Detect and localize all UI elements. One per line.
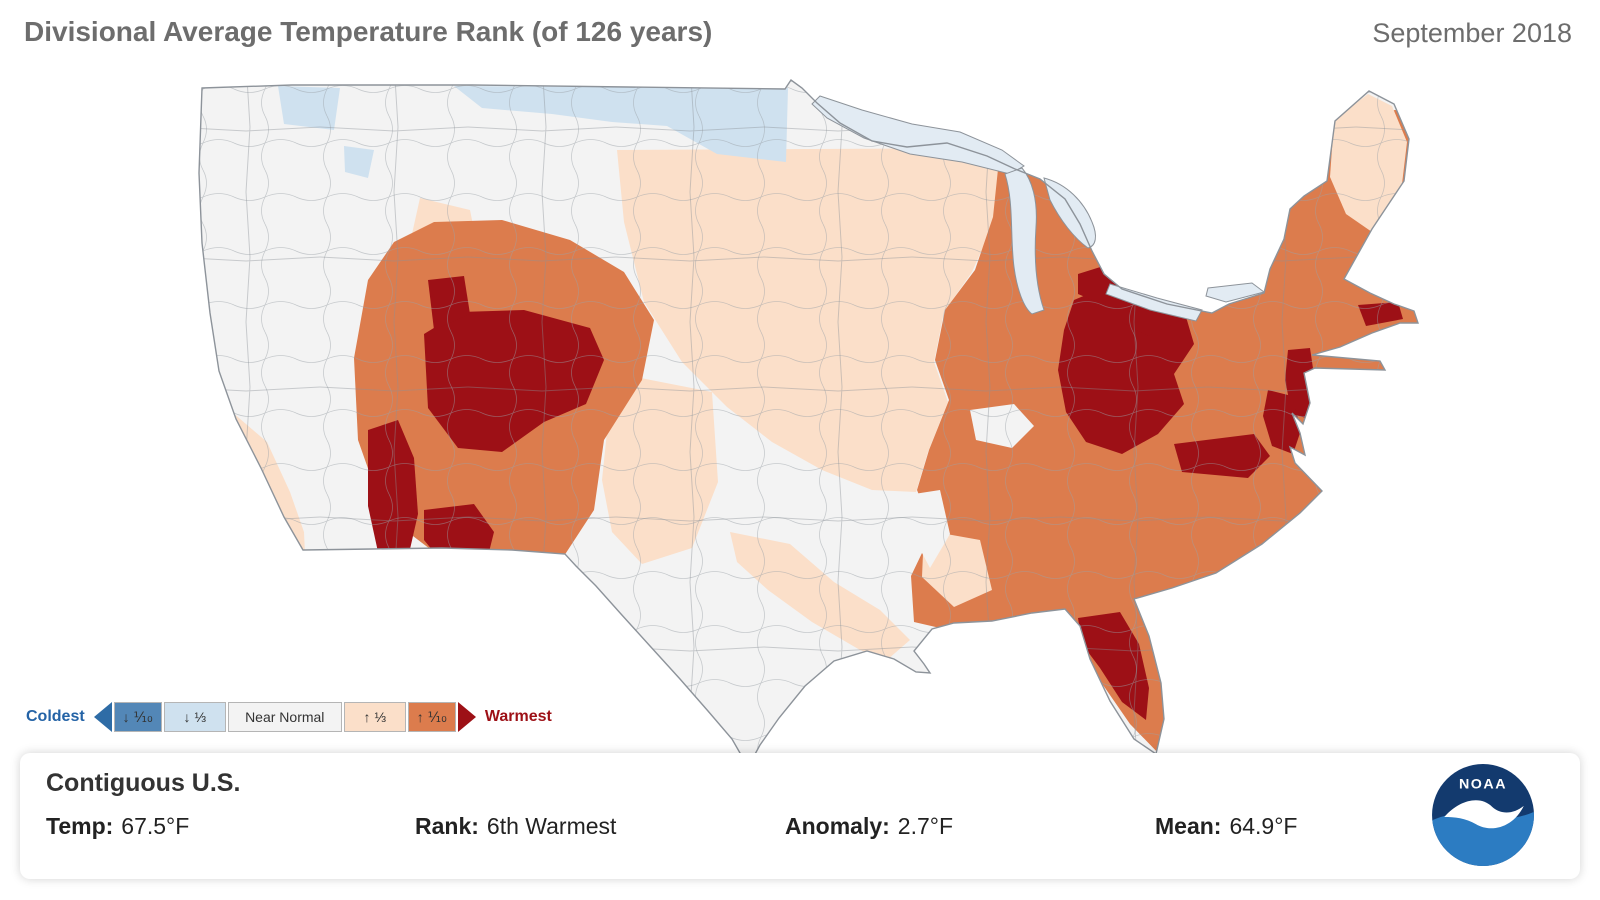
- lake-erie: [1105, 283, 1203, 322]
- stat-temp-value: 67.5°F: [121, 813, 190, 839]
- region-title: Contiguous U.S.: [46, 769, 241, 797]
- stat-temp: Temp: 67.5°F: [46, 813, 189, 840]
- legend-coldest-label: Coldest: [26, 708, 85, 725]
- coldest-arrow-shape: [93, 702, 112, 732]
- coldest-arrow-icon: [93, 702, 112, 732]
- stat-rank: Rank: 6th Warmest: [415, 813, 616, 840]
- noaa-logo-sea: [1432, 810, 1534, 866]
- us-outline: [198, 79, 1419, 762]
- stat-mean-value: 64.9°F: [1229, 813, 1298, 839]
- legend-swatch-warm-third: ↑ ⅓: [343, 702, 406, 732]
- legend-swatch-cold-tenth: ↓ ⅒: [113, 702, 162, 732]
- warmest-arrow-icon: [457, 702, 476, 732]
- us-map-svg: [198, 79, 1419, 762]
- great-lakes: [811, 95, 1266, 322]
- period-label: September 2018: [1372, 18, 1572, 48]
- us-divisional-map: [172, 62, 1442, 762]
- noaa-logo-gull-icon: [1444, 800, 1524, 829]
- region-shape: [1188, 248, 1250, 286]
- noaa-logo: NOAA: [1432, 764, 1534, 866]
- stat-mean-label: Mean:: [1155, 813, 1222, 839]
- stat-anomaly-value: 2.7°F: [897, 813, 954, 839]
- stat-rank-value: 6th Warmest: [486, 813, 617, 839]
- lake-michigan: [1004, 167, 1045, 315]
- stat-anomaly-label: Anomaly:: [785, 813, 890, 839]
- stat-rank-label: Rank:: [415, 813, 479, 839]
- stat-mean: Mean: 64.9°F: [1155, 813, 1297, 840]
- legend: Coldest ↓ ⅒ ↓ ⅓ Near Normal ↑ ⅓ ↑ ⅒ Warm…: [26, 700, 552, 734]
- stat-temp-label: Temp:: [46, 813, 114, 839]
- stat-anomaly: Anomaly: 2.7°F: [785, 813, 953, 840]
- page-title: Divisional Average Temperature Rank (of …: [24, 16, 713, 47]
- summary-card: Contiguous U.S. Temp: 67.5°F Rank: 6th War…: [20, 753, 1580, 879]
- state-borders-texture: [199, 80, 1418, 762]
- legend-swatch-cold-third: ↓ ⅓: [163, 702, 226, 732]
- warmest-arrow-shape: [457, 702, 476, 732]
- lake-ontario: [1205, 282, 1266, 303]
- legend-warmest-label: Warmest: [484, 708, 552, 725]
- noaa-logo-text: NOAA: [1459, 777, 1507, 793]
- legend-swatch-warm-tenth: ↑ ⅒: [407, 702, 456, 732]
- legend-swatch-near-normal: Near Normal: [227, 702, 342, 732]
